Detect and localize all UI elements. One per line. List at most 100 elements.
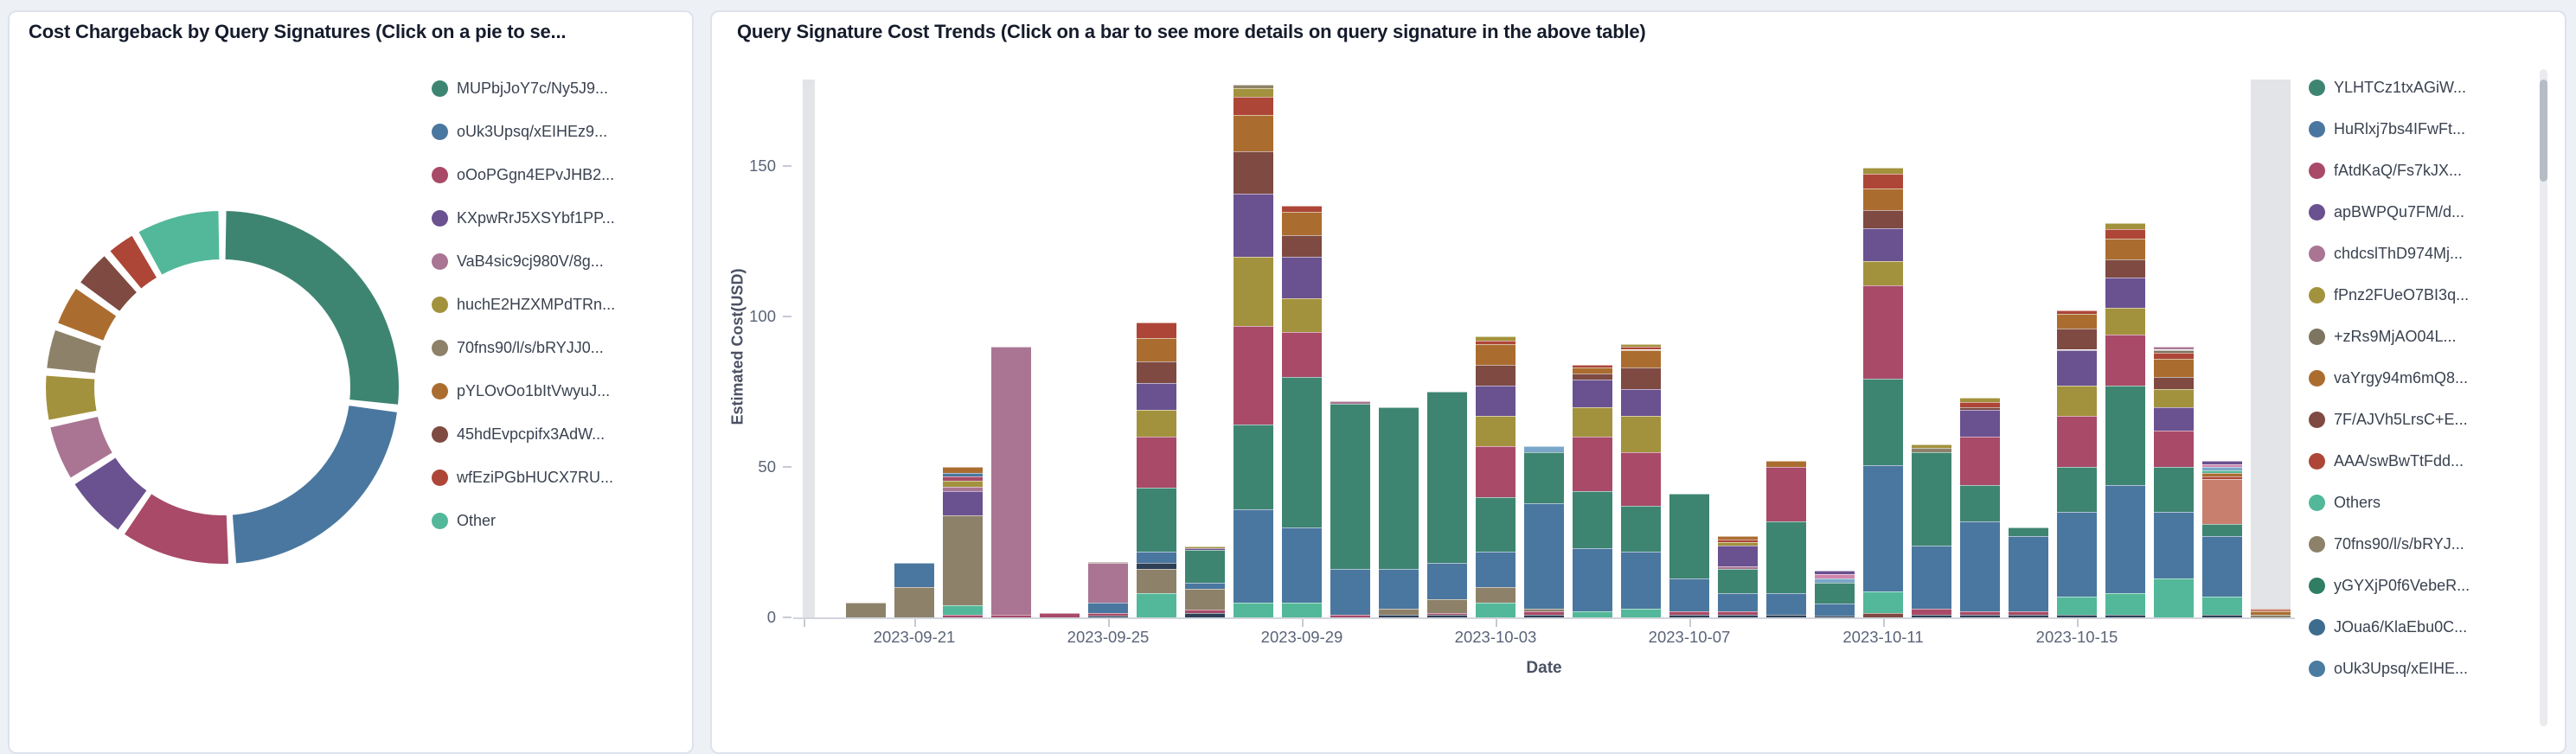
stacked-bar[interactable]: [2202, 461, 2242, 617]
bar-segment[interactable]: [2202, 536, 2242, 597]
bar-segment[interactable]: [1330, 404, 1370, 570]
bar-segment[interactable]: [1330, 614, 1370, 617]
bar-segment[interactable]: [1282, 235, 1322, 257]
bar-segment[interactable]: [1960, 521, 2000, 612]
bar-segment[interactable]: [1621, 551, 1661, 609]
bar-segment[interactable]: [1718, 542, 1758, 546]
bar-segment[interactable]: [2057, 416, 2097, 468]
bar-segment[interactable]: [1863, 612, 1903, 617]
bar-segment[interactable]: [1185, 548, 1225, 550]
bar-segment[interactable]: [1912, 545, 1951, 609]
bar-segment[interactable]: [2202, 614, 2242, 617]
bar-segment[interactable]: [1234, 325, 1273, 425]
bar-segment[interactable]: [1282, 376, 1322, 527]
pie-slice[interactable]: [122, 491, 231, 566]
bar-segment[interactable]: [2105, 278, 2145, 308]
bar-segment[interactable]: [1766, 461, 1806, 468]
bar-legend-item[interactable]: chdcslThD974Mj...: [2309, 245, 2463, 263]
bar-segment[interactable]: [1040, 612, 1080, 617]
bar-legend-item[interactable]: YLHTCz1txAGiW...: [2309, 79, 2466, 97]
bar-segment[interactable]: [1621, 349, 1661, 368]
bar-segment[interactable]: [2154, 512, 2194, 578]
bar-segment[interactable]: [1669, 578, 1709, 612]
bar-segment[interactable]: [846, 602, 886, 617]
bar-segment[interactable]: [1476, 335, 1515, 342]
pie-slice[interactable]: [72, 455, 150, 533]
stacked-bar[interactable]: [1766, 461, 1806, 617]
bar-segment[interactable]: [1621, 416, 1661, 452]
bar-segment[interactable]: [1815, 578, 1855, 584]
bar-segment[interactable]: [2202, 473, 2242, 476]
bar-segment[interactable]: [2154, 376, 2194, 389]
pie-legend-item[interactable]: pYLOvOo1bItVwyuJ...: [432, 382, 610, 400]
bar-segment[interactable]: [2154, 388, 2194, 407]
bar-segment[interactable]: [943, 473, 983, 476]
bar-segment[interactable]: [1234, 97, 1273, 116]
bar-segment[interactable]: [1524, 608, 1564, 612]
bar-segment[interactable]: [1282, 331, 1322, 377]
bar-segment[interactable]: [1863, 168, 1903, 175]
bar-segment[interactable]: [2057, 349, 2097, 387]
stacked-bar[interactable]: [1088, 561, 1128, 617]
bar-segment[interactable]: [1234, 425, 1273, 509]
bar-segment[interactable]: [1379, 614, 1419, 617]
bar-segment[interactable]: [2154, 578, 2194, 617]
bar-segment[interactable]: [2202, 467, 2242, 470]
bar-segment[interactable]: [1137, 323, 1176, 338]
bar-segment[interactable]: [943, 467, 983, 474]
bar-segment[interactable]: [1524, 502, 1564, 609]
bar-segment[interactable]: [1282, 602, 1322, 617]
bar-segment[interactable]: [943, 490, 983, 515]
bar-segment[interactable]: [1137, 337, 1176, 362]
bar-segment[interactable]: [1863, 227, 1903, 261]
bar-segment[interactable]: [2105, 229, 2145, 239]
bar-segment[interactable]: [1234, 150, 1273, 194]
bar-segment[interactable]: [1669, 614, 1709, 617]
bar-segment[interactable]: [1863, 378, 1903, 466]
bar-segment[interactable]: [1427, 392, 1467, 564]
bar-segment[interactable]: [2105, 259, 2145, 278]
bar-segment[interactable]: [991, 347, 1031, 615]
bar-segment[interactable]: [2057, 596, 2097, 615]
bar-segment[interactable]: [1960, 485, 2000, 521]
bar-segment[interactable]: [1912, 444, 1951, 448]
bar-segment[interactable]: [1234, 87, 1273, 98]
bar-segment[interactable]: [2154, 406, 2194, 431]
stacked-bar[interactable]: [1282, 205, 1322, 617]
bar-segment[interactable]: [1234, 256, 1273, 326]
bar-segment[interactable]: [2202, 463, 2242, 468]
bar-segment[interactable]: [1137, 488, 1176, 552]
bar-segment[interactable]: [1234, 115, 1273, 151]
bar-segment[interactable]: [943, 605, 983, 615]
bar-segment[interactable]: [1088, 561, 1128, 564]
stacked-bar[interactable]: [1960, 398, 2000, 617]
bar-segment[interactable]: [1863, 284, 1903, 379]
bar-segment[interactable]: [1621, 506, 1661, 552]
bar-legend-item[interactable]: Others: [2309, 494, 2381, 512]
stacked-bar[interactable]: [1912, 444, 1951, 617]
stacked-bar[interactable]: [1040, 612, 1080, 617]
bar-segment[interactable]: [1718, 593, 1758, 612]
bar-segment[interactable]: [1524, 614, 1564, 617]
bar-segment[interactable]: [2105, 386, 2145, 485]
bar-segment[interactable]: [2009, 527, 2048, 537]
bar-segment[interactable]: [1137, 382, 1176, 411]
bar-segment[interactable]: [2009, 611, 2048, 615]
bar-segment[interactable]: [2057, 310, 2097, 314]
pie-legend-item[interactable]: oUk3Upsq/xEIHEz9...: [432, 123, 607, 141]
bar-segment[interactable]: [1524, 451, 1564, 503]
bar-segment[interactable]: [1185, 610, 1225, 613]
bar-segment[interactable]: [1960, 406, 2000, 411]
pie-slice[interactable]: [78, 253, 139, 314]
bar-segment[interactable]: [2154, 431, 2194, 468]
bar-segment[interactable]: [1766, 614, 1806, 617]
bar-segment[interactable]: [2009, 614, 2048, 617]
bar-segment[interactable]: [1476, 341, 1515, 344]
bar-legend-item[interactable]: HuRlxj7bs4IFwFt...: [2309, 120, 2465, 138]
bar-segment[interactable]: [943, 476, 983, 481]
pie-legend-item[interactable]: MUPbjJoY7c/Ny5J9...: [432, 80, 608, 98]
bar-segment[interactable]: [1766, 593, 1806, 615]
bar-segment[interactable]: [1137, 551, 1176, 564]
bar-segment[interactable]: [1718, 566, 1758, 570]
bar-segment[interactable]: [2105, 485, 2145, 594]
